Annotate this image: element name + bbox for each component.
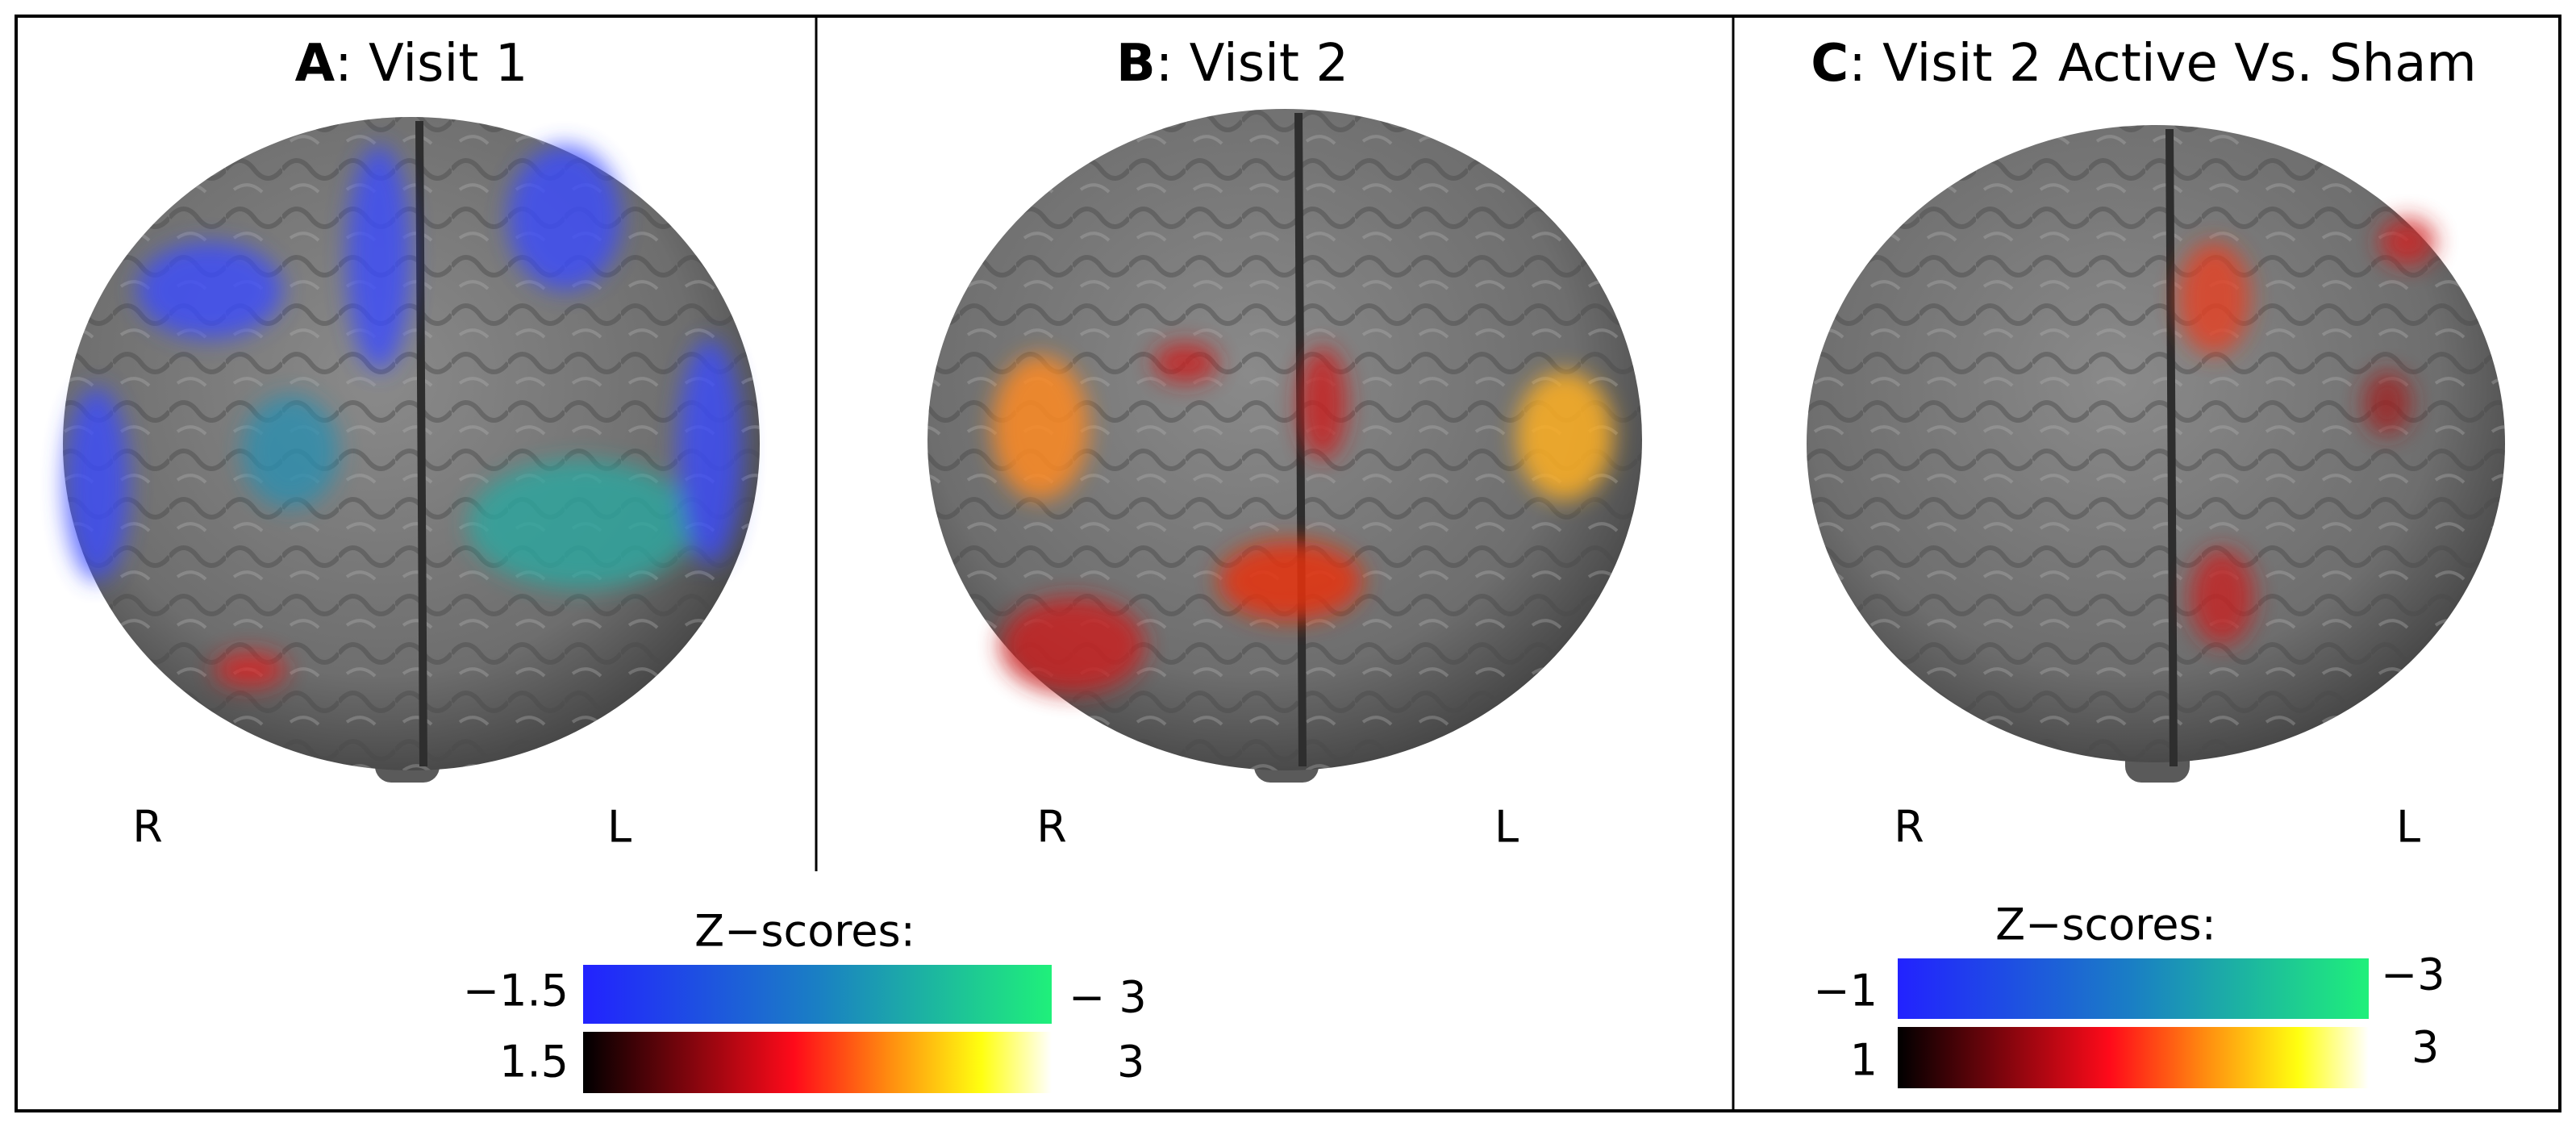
colorbar-label: 3 xyxy=(2411,1022,2439,1073)
colorbar-label: 1.5 xyxy=(499,1037,569,1087)
panel-letter: C xyxy=(1811,34,1849,94)
side-label: R xyxy=(1894,802,1924,853)
colorbar-negative xyxy=(583,965,1052,1024)
panel-title-text: : Visit 1 xyxy=(335,34,527,94)
panel-letter: A xyxy=(295,34,336,94)
blob xyxy=(2178,242,2250,355)
blob xyxy=(1298,347,1347,460)
colorbar-title: Z−scores: xyxy=(1995,900,2216,950)
blob xyxy=(992,355,1089,500)
blob xyxy=(347,145,411,371)
colorbar: Z−scores: −1.5 − 3 1.5 3 xyxy=(463,906,1147,1093)
activation xyxy=(2178,218,2436,645)
blob xyxy=(677,339,742,565)
brain-texture xyxy=(1807,125,2505,762)
blob xyxy=(65,387,129,581)
blob xyxy=(468,460,694,589)
colorbar-label: 3 xyxy=(1117,1037,1144,1087)
blob xyxy=(1516,371,1613,500)
panel-title: C: Visit 2 Active Vs. Sham xyxy=(1811,34,2477,94)
colorbar-label: −1.5 xyxy=(463,966,569,1016)
blob xyxy=(1153,343,1218,383)
panel-title-text: : Visit 2 xyxy=(1156,34,1348,94)
colorbar-label: −1 xyxy=(1813,966,1878,1016)
activation xyxy=(992,343,1613,694)
midline xyxy=(415,120,427,767)
side-label: L xyxy=(607,802,631,853)
colorbar-negative xyxy=(1898,958,2369,1019)
brain-image xyxy=(63,117,760,783)
brain-texture xyxy=(63,117,760,770)
frame xyxy=(15,15,2561,1112)
blob xyxy=(1000,597,1145,694)
brain-image xyxy=(927,109,1642,783)
brain-image xyxy=(1807,125,2505,783)
midline xyxy=(1294,112,1307,767)
colorbar: Z−scores: −1 −3 1 3 xyxy=(1813,900,2445,1088)
blob xyxy=(242,395,339,508)
blob xyxy=(2363,371,2411,436)
side-label: R xyxy=(132,802,163,853)
activation xyxy=(65,145,742,687)
side-label: L xyxy=(2396,802,2420,853)
colorbar-label: − 3 xyxy=(1069,972,1147,1023)
panel-title: B: Visit 2 xyxy=(1116,34,1348,94)
midline xyxy=(2165,128,2178,767)
side-label: L xyxy=(1494,802,1519,853)
colorbar-label: −3 xyxy=(2381,950,2445,1000)
panel-title: A: Visit 1 xyxy=(295,34,528,94)
blob xyxy=(2379,218,2436,266)
colorbar-positive xyxy=(583,1032,1052,1093)
panel-title-text: : Visit 2 Active Vs. Sham xyxy=(1849,34,2477,94)
panel-letter: B xyxy=(1116,34,1156,94)
colorbar-positive xyxy=(1898,1027,2369,1088)
blob xyxy=(2190,549,2254,645)
blob xyxy=(508,145,621,290)
blob xyxy=(137,242,282,339)
side-label: R xyxy=(1036,802,1067,853)
colorbar-label: 1 xyxy=(1850,1035,1878,1086)
colorbar-title: Z−scores: xyxy=(694,906,915,957)
blob xyxy=(1218,541,1363,621)
blob xyxy=(214,652,286,687)
